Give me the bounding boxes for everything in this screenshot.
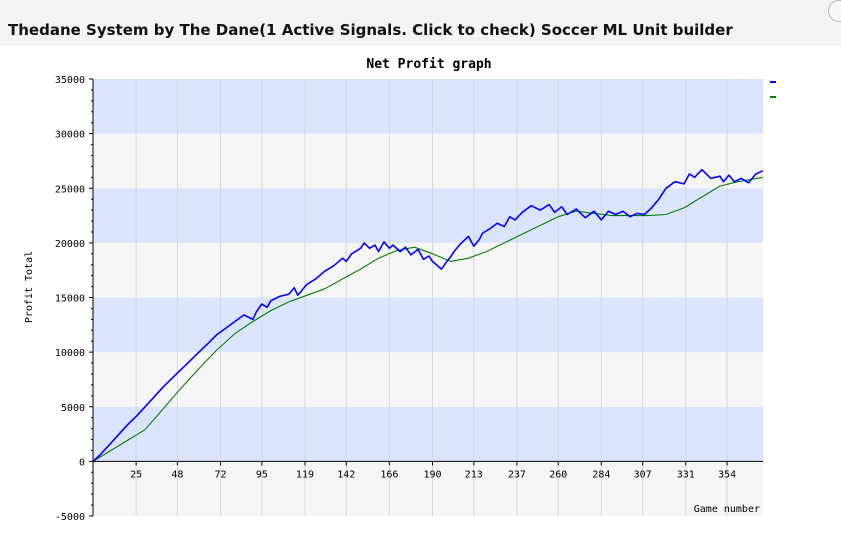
band xyxy=(93,133,763,189)
band xyxy=(93,352,763,407)
series-lines xyxy=(92,168,764,462)
x-axis-label: Game number xyxy=(694,504,760,515)
x-tick-label: 284 xyxy=(592,469,610,480)
y-tick-label: 5000 xyxy=(61,403,85,414)
band xyxy=(93,461,763,516)
x-tick-label: 119 xyxy=(296,469,314,480)
x-tick-label: 354 xyxy=(718,469,736,480)
x-tick-label: 331 xyxy=(677,469,695,480)
page-title-link[interactable]: Thedane System by The Dane(1 Active Sign… xyxy=(8,21,733,39)
y-tick-label: 10000 xyxy=(55,348,85,359)
legend: ProfitWMA xyxy=(770,77,834,103)
y-tick-label: 30000 xyxy=(55,130,85,141)
x-tick-label: 72 xyxy=(215,469,227,480)
x-tick-label: 166 xyxy=(380,469,398,480)
x-tick-label: 95 xyxy=(256,469,268,480)
y-tick-label: -5000 xyxy=(55,512,85,523)
band xyxy=(93,79,763,134)
series-profit-line xyxy=(92,168,764,462)
x-tick-label: 237 xyxy=(508,469,526,480)
chart-title: Net Profit graph xyxy=(366,57,491,72)
band xyxy=(93,188,763,243)
x-tick-label: 307 xyxy=(634,469,652,480)
band xyxy=(93,242,763,298)
title-bar xyxy=(0,0,841,46)
chart-panel: -5000 0 5000 10000 15000 20000 25000 30000 35000… xyxy=(8,52,834,527)
x-tick-label: 25 xyxy=(130,469,142,480)
band xyxy=(93,406,763,462)
net-profit-chart: -5000 0 5000 10000 15000 20000 25000 30000 35000… xyxy=(24,57,834,523)
y-axis-label: Profit Total xyxy=(24,251,35,323)
x-tick-label: 142 xyxy=(337,469,355,480)
vertical-gridlines xyxy=(135,79,728,516)
y-tick-label: 25000 xyxy=(55,184,85,195)
series-wma-line xyxy=(92,176,764,462)
y-tick-label: 35000 xyxy=(55,75,85,86)
x-tick-label: 213 xyxy=(465,469,483,480)
axis-ticks: -5000 0 5000 10000 15000 20000 25000 30000 35000… xyxy=(55,75,736,523)
y-tick-label: 0 xyxy=(79,457,85,468)
x-tick-label: 190 xyxy=(423,469,441,480)
band xyxy=(93,297,763,353)
y-tick-label: 15000 xyxy=(55,294,85,305)
x-tick-label: 48 xyxy=(171,469,183,480)
x-tick-label: 260 xyxy=(549,469,567,480)
y-tick-label: 20000 xyxy=(55,239,85,250)
background-bands xyxy=(93,79,763,516)
